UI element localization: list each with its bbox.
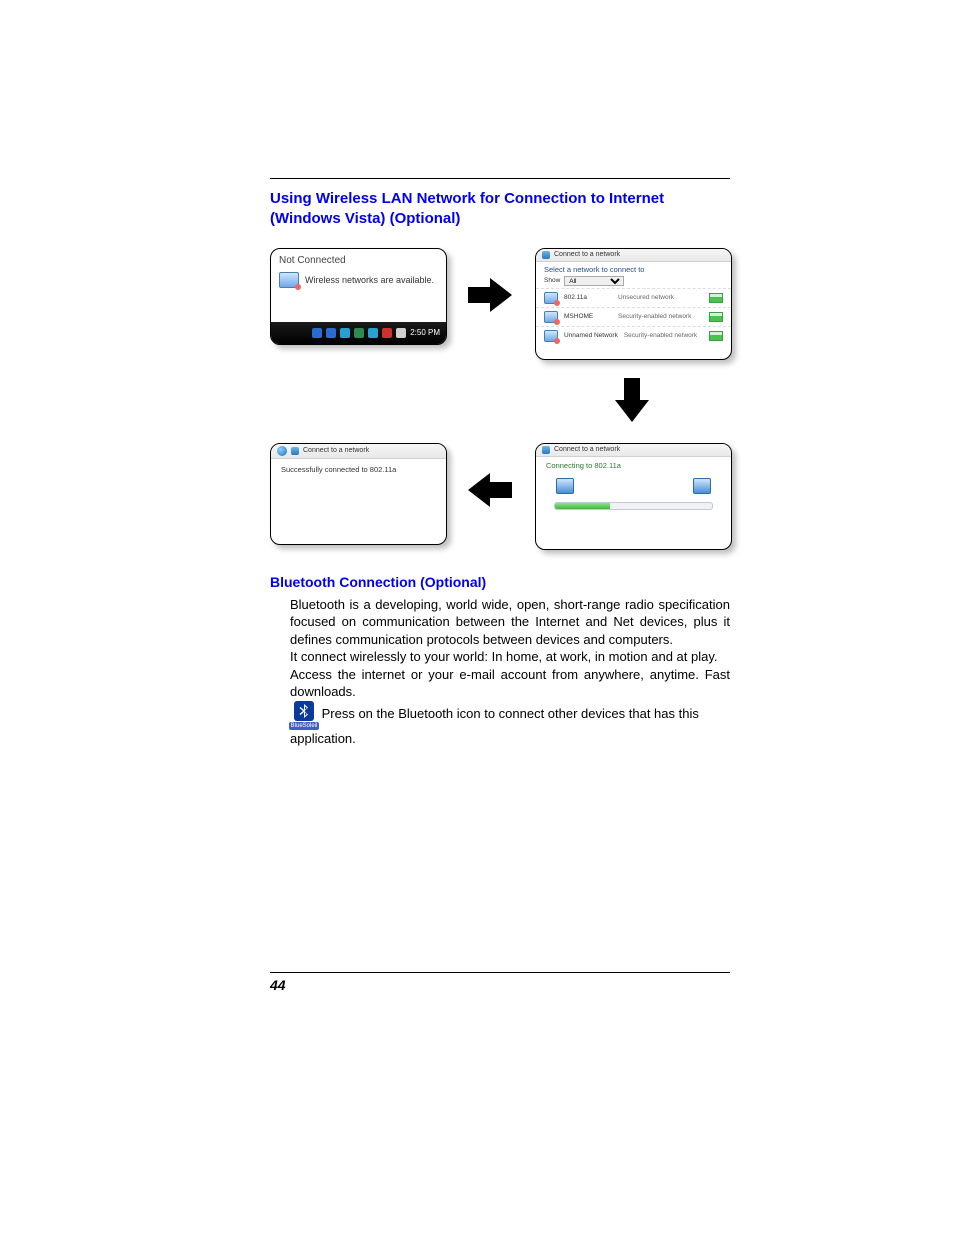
network-name: Unnamed Network [564,332,618,339]
network-row[interactable]: 802.11a Unsecured network [536,288,731,307]
network-icon [544,330,558,342]
show-select[interactable]: All [564,276,624,286]
diagram-area: Not Connected Wireless networks are avai… [270,248,730,558]
network-row[interactable]: MSHOME Security-enabled network [536,307,731,326]
panel3-icons [536,476,731,498]
tray-icon [340,328,350,338]
network-row[interactable]: Unnamed Network Security-enabled network [536,326,731,345]
panel4-titlebar: Connect to a network [271,444,446,459]
bluetooth-para3: Access the internet or your e-mail accou… [290,666,730,701]
show-label: Show [544,277,560,284]
heading-bluetooth: Bluetooth Connection (Optional) [270,574,730,590]
network-name: MSHOME [564,313,612,320]
tray-icon [312,328,322,338]
bluetooth-icon[interactable]: BlueSoleil [290,701,318,730]
panel2-subtitle: Select a network to connect to [536,262,731,276]
panel4-title: Connect to a network [303,447,369,454]
panel3-message: Connecting to 802.11a [536,457,731,476]
page-number: 44 [270,977,730,993]
panel2-titlebar: Connect to a network [536,249,731,262]
arrow-left-icon [468,473,512,507]
tray-icon [354,328,364,338]
panel2-title: Connect to a network [554,251,620,258]
network-icon [544,311,558,323]
network-desc: Security-enabled network [618,313,691,320]
shield-icon [542,446,550,454]
arrow-right-icon [468,278,512,312]
back-icon [277,446,287,456]
progress-wrap [536,498,731,510]
bluetooth-icon-label: BlueSoleil [289,722,320,730]
network-desc: Security-enabled network [624,332,697,339]
network-list: 802.11a Unsecured network MSHOME Security-e… [536,288,731,345]
computer-icon [556,478,574,494]
computer-icon [693,478,711,494]
panel3-title: Connect to a network [554,446,620,453]
bluetooth-logo-icon [294,701,314,721]
arrow-down-icon [615,378,649,422]
panel-not-connected: Not Connected Wireless networks are avai… [270,248,447,345]
heading-wlan: Using Wireless LAN Network for Connectio… [270,189,730,230]
bluetooth-para2: It connect wirelessly to your world: In … [290,648,730,666]
shield-icon [291,447,299,455]
taskbar: 2:50 PM [271,322,446,344]
network-name: 802.11a [564,294,612,301]
rule-top [270,178,730,179]
bluetooth-para1: Bluetooth is a developing, world wide, o… [290,596,730,649]
tray-icon [326,328,336,338]
signal-icon [709,293,723,303]
network-icon [279,272,299,288]
shield-icon [542,251,550,259]
signal-icon [709,331,723,341]
tray-icon [382,328,392,338]
panel1-message: Wireless networks are available. [305,275,434,285]
footer: 44 [270,972,730,993]
panel-select-network: Connect to a network Select a network to… [535,248,732,360]
panel2-show-row: Show All [536,276,731,288]
panel1-message-row: Wireless networks are available. [271,268,446,294]
bluetooth-para4: Press on the Bluetooth icon to connect o… [290,706,699,746]
taskbar-time: 2:50 PM [410,328,440,337]
tray-icon [396,328,406,338]
progress-bar [554,502,713,510]
network-desc: Unsecured network [618,294,674,301]
panel1-title: Not Connected [271,249,446,268]
panel4-message: Successfully connected to 802.11a [271,459,446,480]
rule-bottom [270,972,730,973]
bluetooth-icon-line: BlueSoleil Press on the Bluetooth icon t… [290,701,730,748]
network-icon [544,292,558,304]
tray-icon [368,328,378,338]
panel3-titlebar: Connect to a network [536,444,731,457]
panel-connected: Connect to a network Successfully connec… [270,443,447,545]
signal-icon [709,312,723,322]
progress-fill [555,503,610,509]
panel-connecting: Connect to a network Connecting to 802.1… [535,443,732,550]
